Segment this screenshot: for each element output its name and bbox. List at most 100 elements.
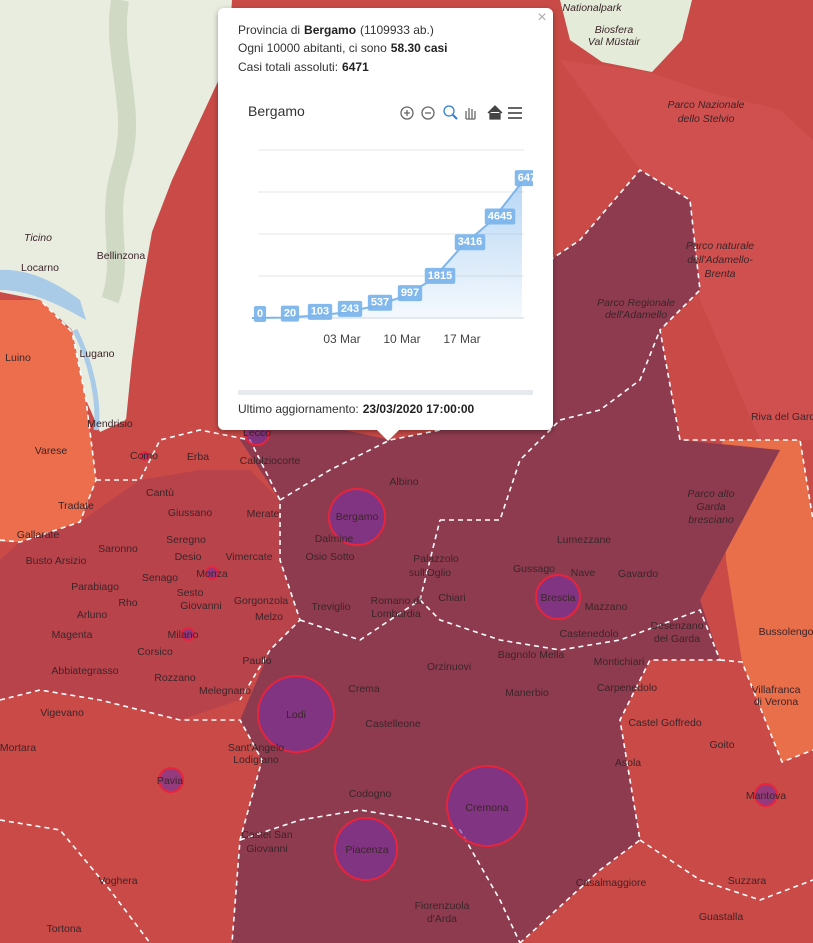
place-label: Piacenza [345,844,388,856]
label-box [367,294,393,311]
place-label: Voghera [98,875,137,887]
place-label: Romano di [371,595,422,607]
place-label: Asola [615,757,641,769]
place-label: dell'Adamello- [687,254,753,266]
data-label: 537 [371,297,389,309]
case-circle [446,765,528,847]
place-label: Giovanni [246,843,287,855]
place-label: Sesto [177,587,204,599]
popup-line: Provincia di Bergamo (1109933 ab.) [238,23,434,37]
text: Provincia di [238,23,300,37]
zoom-out[interactable] [421,106,435,120]
data-label: 6471 [518,172,542,184]
label-box [484,208,516,225]
popup-line: Casi totali assoluti: 6471 [238,60,369,74]
place-label: bresciano [688,514,734,526]
place-label: Montichiari [594,656,645,668]
case-circle [328,488,386,546]
place-label: Seregno [166,534,206,546]
place-label: d'Arda [427,913,457,925]
place-label: Castelleone [365,718,421,730]
border [639,839,813,901]
terrain [101,0,136,304]
border [279,168,720,501]
place-label: Corsico [137,646,173,658]
place-label: Lombardia [371,608,421,620]
data-label: 103 [311,306,329,318]
place-label: Biosfera [595,24,634,36]
place-label: Codogno [349,788,392,800]
popup: × Provincia di Bergamo (1109933 ab.) Ogni … [218,8,553,441]
place-label: Lugano [79,348,114,360]
place-label: Ticino [24,232,52,244]
place-label: sull'Oglio [409,567,451,579]
x-tick-label: 10 Mar [383,332,420,346]
close-button[interactable]: × [537,9,546,26]
place-label: Castenedolo [560,628,619,640]
label-box [514,170,533,187]
place-label: Tortona [46,923,81,935]
data-label: 20 [284,307,296,319]
data-label: 997 [401,287,419,299]
text: Casi totali assoluti: [238,60,338,74]
rate: 58.30 casi [391,41,448,55]
place-label: Desio [175,551,202,563]
border [440,329,661,521]
place-label: Calolziocorte [240,455,301,467]
place-label: Gavardo [618,568,658,580]
place-label: Como [130,450,158,462]
place-label: Vimercate [225,551,272,563]
place-label: Carpenedolo [597,682,657,694]
x-tick-label: 03 Mar [323,332,360,346]
chart-toolbar[interactable] [400,105,522,120]
menu[interactable] [508,107,522,119]
case-circle [754,783,778,807]
series: 0 20 103 243 537 997 1815 3416 4645 6471 [251,170,542,322]
place-label: Brenta [705,268,736,280]
x-tick-label: 17 Mar [443,332,480,346]
label-box [280,305,300,322]
text: Ogni 10000 abitanti, ci sono [238,41,387,55]
place-label: Merate [247,508,280,520]
label-box [307,303,333,320]
pan[interactable] [465,108,476,120]
place-label: Gallarate [17,529,60,541]
navigator [238,390,533,395]
reset[interactable] [487,105,503,120]
place-label: Villafranca [752,684,801,696]
place-label: Luino [5,352,31,364]
popup-footer: Ultimo aggiornamento: 23/03/2020 17:00:00 [238,402,474,416]
area [252,182,522,318]
zoom-in[interactable] [400,106,414,120]
place-label: Mortara [0,742,36,754]
border [719,659,813,764]
border [239,809,521,943]
region [560,60,813,440]
popup-line: Ogni 10000 abitanti, ci sono 58.30 casi [238,41,448,55]
place-label: Parco Regionale [597,297,675,309]
place-label: Nationalpark [563,2,623,14]
place-label: Treviglio [311,601,350,613]
swiss-area [560,0,692,72]
popup-tip [376,429,400,441]
province-borders [0,168,813,943]
border [0,819,151,943]
place-label: Pavia [157,775,183,787]
case-circle [181,627,195,641]
place-label: Sant'Angelo [228,742,284,754]
place-label: Goito [709,739,734,751]
place-label: Bergamo [336,511,379,523]
place-label: Casalmaggiore [576,877,647,889]
place-label: Garda [696,501,725,513]
case-circle [140,451,150,461]
border [419,599,722,943]
place-label: Cantù [146,487,174,499]
data-label: 3416 [458,236,482,248]
place-label: Suzzara [728,875,767,887]
place-label: Locarno [21,262,59,274]
zoom[interactable] [443,105,455,117]
place-label: Busto Arsizio [26,555,87,567]
place-label: Giussano [168,507,213,519]
